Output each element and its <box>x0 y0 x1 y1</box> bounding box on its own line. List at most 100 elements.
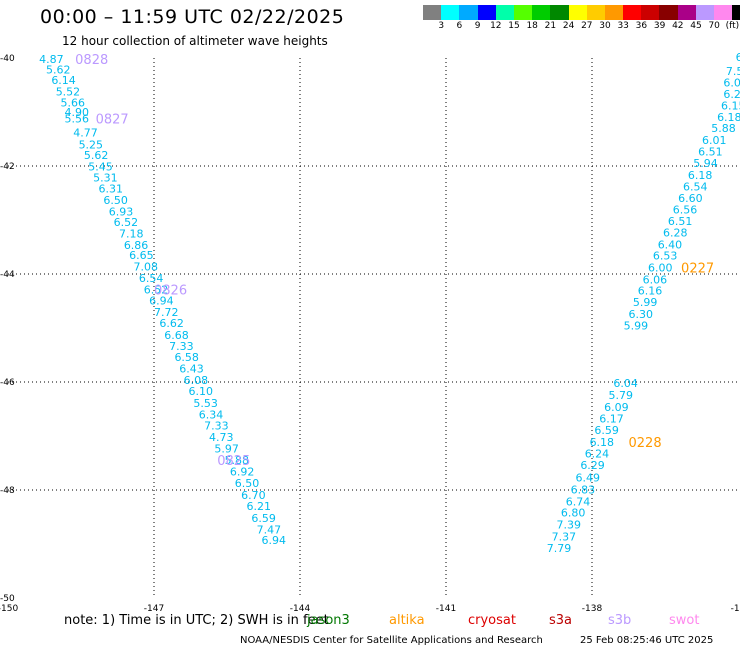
wave-height-label: 6.24 <box>585 447 610 460</box>
satellite-label: s3b <box>608 613 632 628</box>
wave-height-label: 6.34 <box>199 408 224 421</box>
legend-label: 45 <box>690 21 702 31</box>
wave-height-label: 6.49 <box>575 472 600 485</box>
wave-height-label: 6.54 <box>683 181 708 194</box>
wave-height-label: 6.93 <box>109 205 133 218</box>
x-tick-label: -147 <box>144 604 164 614</box>
x-tick-label: -144 <box>290 604 311 614</box>
x-tick-label: -138 <box>582 604 603 614</box>
satellite-label: s3a <box>549 613 573 628</box>
wave-height-label: 4.77 <box>73 127 98 140</box>
wave-height-label: 6.17 <box>599 413 624 426</box>
wave-height-label: 6.94 <box>149 294 174 307</box>
wave-height-label: 7.08 <box>134 260 159 273</box>
wave-height-label: 6.00 <box>648 262 673 275</box>
pass-time-label: 0825 <box>217 454 250 469</box>
legend-swatch <box>495 5 514 20</box>
legend-label: (ft) <box>725 21 740 31</box>
wave-height-label: 5.56 <box>64 112 89 125</box>
wave-height-label: 5.97 <box>214 442 239 455</box>
wave-height-label: 6.54 <box>139 272 164 285</box>
wave-height-label: 5.79 <box>609 389 634 402</box>
page-subtitle: 12 hour collection of altimeter wave hei… <box>62 34 328 48</box>
legend-swatch <box>623 5 642 20</box>
wave-height-label: 6.0 <box>723 76 740 89</box>
wave-height-label: 6.31 <box>99 183 124 196</box>
wave-height-label: 5.66 <box>61 96 85 109</box>
legend-label: 24 <box>562 21 575 31</box>
chart-marks: 4.875.626.145.525.664.905.564.775.255.62… <box>39 51 740 555</box>
wave-height-label: 6.43 <box>179 363 204 376</box>
wave-height-label: 6.52 <box>114 216 138 229</box>
wave-height-label: 6.06 <box>643 273 668 286</box>
wave-height-label: 6.52 <box>144 284 169 297</box>
wave-height-label: 7.72 <box>154 306 179 319</box>
wave-height-label: 6.70 <box>241 489 266 502</box>
wave-height-label: 6.04 <box>613 377 638 390</box>
wave-height-label: 7.5 <box>726 65 740 78</box>
wave-height-label: 7.39 <box>556 519 581 532</box>
wave-height-label: 6.53 <box>653 250 678 263</box>
wave-height-label: 5.99 <box>633 296 658 309</box>
y-tick-label: -40 <box>0 54 15 64</box>
legend-swatch <box>732 5 740 20</box>
wave-height-label: 7.18 <box>119 228 143 241</box>
footer-note: note: 1) Time is in UTC; 2) SWH is in fe… <box>64 613 329 628</box>
chart-grid <box>8 58 738 598</box>
wave-height-label: 5.62 <box>84 149 109 162</box>
wave-height-label: 6.15 <box>721 100 740 113</box>
wave-height-label: 6.28 <box>663 226 688 239</box>
wave-height-label: 6.65 <box>129 249 154 262</box>
color-legend-bar <box>423 5 740 20</box>
legend-label: 18 <box>526 21 538 31</box>
y-tick-label: -42 <box>0 162 15 172</box>
legend-label: 36 <box>635 21 648 31</box>
wave-height-label: 6.14 <box>51 74 76 87</box>
wave-height-label: 6.40 <box>658 238 683 251</box>
wave-height-label: 6.83 <box>571 483 596 496</box>
legend-swatch <box>677 5 696 20</box>
wave-height-label: 6.18 <box>590 436 615 449</box>
wave-height-label: 6.60 <box>678 192 703 205</box>
wave-height-label: 5.62 <box>46 63 71 76</box>
wave-height-label: 6.51 <box>668 215 693 228</box>
legend-swatch <box>477 5 496 20</box>
legend-swatch <box>695 5 714 20</box>
pass-time-label: 0227 <box>681 262 714 277</box>
wave-height-label: 5.45 <box>88 161 113 174</box>
wave-height-label: 7.79 <box>547 542 572 555</box>
chart-axes: -150 -147 -144 -141 -138 -13 -40 -42 -44 -46 -48 -5… <box>0 54 740 614</box>
wave-height-label: 4.87 <box>39 53 64 66</box>
wave-height-label: 6.86 <box>124 239 148 252</box>
wave-height-label: 6.62 <box>159 317 184 330</box>
legend-swatch <box>604 5 624 20</box>
pass-time-label: 0228 <box>629 436 662 451</box>
wave-height-label: 6.74 <box>566 495 591 508</box>
wave-height-label: 6.68 <box>164 329 189 342</box>
wave-height-label: 6.51 <box>698 145 723 158</box>
wave-height-label: 6.59 <box>594 424 619 437</box>
legend-label: 42 <box>672 21 684 31</box>
wave-height-label: 6.2 <box>723 88 740 101</box>
legend-swatch <box>659 5 678 20</box>
wave-height-label: 6.94 <box>262 534 287 547</box>
legend-label: 39 <box>653 21 666 31</box>
legend-swatch <box>568 5 587 20</box>
wave-height-label: 7.37 <box>552 530 577 543</box>
legend-label: 6 <box>456 21 463 31</box>
legend-swatch <box>459 5 478 20</box>
wave-height-label: 5.88 <box>225 454 250 467</box>
wave-height-label: 6.80 <box>561 507 586 520</box>
legend-swatch <box>586 5 605 20</box>
wave-height-label: 6.58 <box>174 351 199 364</box>
page-title: 00:00 – 11:59 UTC 02/22/2025 <box>40 6 345 28</box>
wave-height-label: 6.7 <box>736 51 740 64</box>
wave-height-label: 6.01 <box>702 134 727 147</box>
wave-height-label: 4.73 <box>209 431 234 444</box>
x-tick-label: -141 <box>436 604 456 614</box>
wave-height-label: 7.47 <box>257 523 282 536</box>
wave-height-label: 6.18 <box>688 169 713 182</box>
legend-label: 27 <box>581 21 593 31</box>
wave-height-label: 5.94 <box>693 157 718 170</box>
